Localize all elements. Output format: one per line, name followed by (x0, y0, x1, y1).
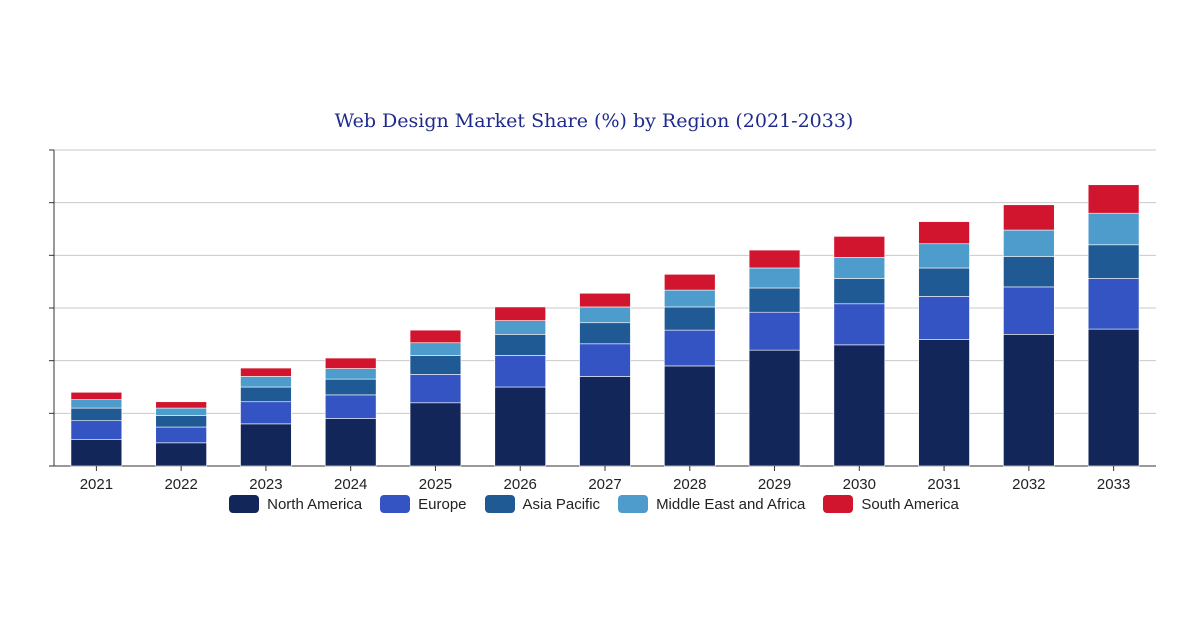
bar-2024-north-america (324, 418, 377, 467)
bar-2033-north-america (1087, 328, 1140, 467)
legend-swatch (823, 495, 854, 513)
legend-label: North America (267, 495, 363, 513)
x-tick-label-2031: 2031 (927, 476, 960, 493)
bar-2032-asia-pacific (1003, 256, 1055, 288)
legend-item-europe: Europe (380, 495, 467, 513)
bar-2021-south-america (70, 391, 123, 400)
legend-label: Europe (418, 495, 467, 513)
bar-2024-middle-east-and-africa (324, 368, 377, 380)
bar-2031-north-america (918, 339, 970, 467)
chart-legend: North America Europe Asia Pacific Middle Ea… (0, 495, 1188, 513)
bar-2031-asia-pacific (918, 267, 970, 297)
x-tick-label-2028: 2028 (673, 476, 706, 493)
bar-2030-middle-east-and-africa (833, 257, 886, 279)
bar-2027-north-america (579, 376, 631, 467)
bar-2032-middle-east-and-africa (1003, 229, 1055, 257)
bar-2028-south-america (664, 273, 716, 291)
bar-2021-asia-pacific (70, 407, 123, 422)
bar-2033-asia-pacific (1087, 244, 1140, 279)
bar-2029-north-america (748, 349, 801, 467)
bar-2032-south-america (1003, 204, 1055, 231)
bar-2022-middle-east-and-africa (155, 407, 207, 416)
bar-2030-europe (833, 303, 886, 346)
bar-2028-middle-east-and-africa (664, 289, 716, 308)
bar-2031-middle-east-and-africa (918, 243, 970, 269)
bar-2029-middle-east-and-africa (748, 267, 801, 289)
bar-2025-north-america (409, 402, 462, 467)
bar-2022-asia-pacific (155, 415, 207, 428)
bar-2029-europe (748, 311, 801, 351)
bar-2023-asia-pacific (240, 386, 292, 403)
bar-2025-europe (409, 374, 462, 404)
bar-2031-south-america (918, 221, 970, 245)
bar-2030-asia-pacific (833, 278, 886, 305)
bar-2021-europe (70, 420, 123, 440)
x-tick-label-2021: 2021 (80, 476, 113, 493)
bar-2023-north-america (240, 423, 292, 467)
legend-item-asia-pacific: Asia Pacific (484, 495, 601, 513)
legend-swatch (229, 495, 260, 513)
x-tick-label-2022: 2022 (164, 476, 197, 493)
bar-2030-south-america (833, 236, 886, 258)
bar-2021-north-america (70, 439, 123, 467)
bar-2024-asia-pacific (324, 378, 377, 396)
legend-label: South America (861, 495, 959, 513)
bar-2031-europe (918, 296, 970, 340)
bar-2029-asia-pacific (748, 287, 801, 313)
x-tick-label-2033: 2033 (1097, 476, 1130, 493)
legend-item-middle-east-and-africa: Middle East and Africa (618, 495, 805, 513)
bar-2027-asia-pacific (579, 322, 631, 345)
bar-2025-asia-pacific (409, 355, 462, 375)
bar-2033-middle-east-and-africa (1087, 212, 1140, 246)
x-tick-label-2030: 2030 (843, 476, 876, 493)
x-tick-label-2025: 2025 (419, 476, 452, 493)
legend-swatch (484, 495, 515, 513)
bar-2028-north-america (664, 365, 716, 467)
bar-2024-europe (324, 394, 377, 419)
bar-2023-south-america (240, 367, 292, 377)
bar-2027-middle-east-and-africa (579, 306, 631, 324)
legend-swatch (380, 495, 411, 513)
bar-2022-south-america (155, 401, 207, 409)
legend-label: Middle East and Africa (656, 495, 806, 513)
bar-2029-south-america (748, 249, 801, 269)
legend-label: Asia Pacific (522, 495, 601, 513)
bar-2033-south-america (1087, 184, 1140, 214)
bar-2026-middle-east-and-africa (494, 320, 546, 335)
bar-2023-middle-east-and-africa (240, 376, 292, 388)
bar-2025-middle-east-and-africa (409, 342, 462, 356)
x-tick-label-2024: 2024 (334, 476, 367, 493)
x-tick-label-2026: 2026 (504, 476, 537, 493)
bar-2028-asia-pacific (664, 306, 716, 331)
x-tick-label-2027: 2027 (588, 476, 621, 493)
bar-2028-europe (664, 329, 716, 367)
legend-item-north-america: North America (229, 495, 362, 513)
x-tick-label-2032: 2032 (1012, 476, 1045, 493)
bar-2021-middle-east-and-africa (70, 399, 123, 409)
bar-2027-europe (579, 343, 631, 377)
bar-2033-europe (1087, 278, 1140, 330)
bar-2026-asia-pacific (494, 334, 546, 356)
bar-2022-north-america (155, 442, 207, 467)
bar-2025-south-america (409, 329, 462, 344)
bar-2026-south-america (494, 306, 546, 321)
bar-2026-europe (494, 355, 546, 388)
bar-2032-north-america (1003, 334, 1055, 467)
bar-2032-europe (1003, 286, 1055, 335)
x-tick-label-2023: 2023 (249, 476, 282, 493)
bar-2030-north-america (833, 344, 886, 467)
legend-item-south-america: South America (823, 495, 959, 513)
bar-2022-europe (155, 426, 207, 444)
bar-2023-europe (240, 401, 292, 425)
x-tick-label-2029: 2029 (758, 476, 791, 493)
bar-2024-south-america (324, 357, 377, 369)
bar-2026-north-america (494, 386, 546, 467)
bar-2027-south-america (579, 292, 631, 308)
legend-swatch (618, 495, 649, 513)
chart-title: Web Design Market Share (%) by Region (2… (334, 110, 854, 132)
